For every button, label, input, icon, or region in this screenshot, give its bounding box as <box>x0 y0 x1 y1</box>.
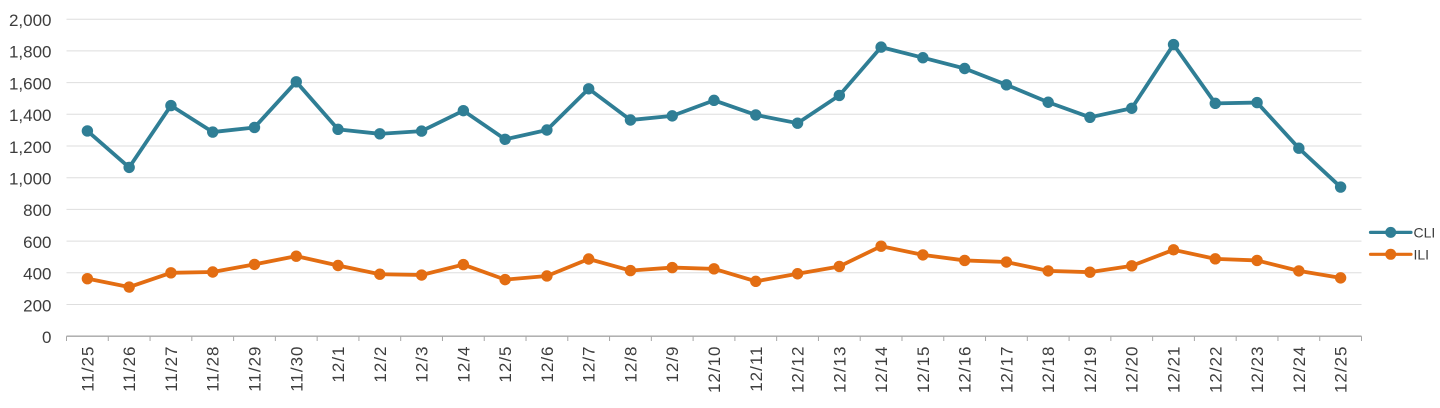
svg-text:11/29: 11/29 <box>245 346 264 392</box>
svg-text:12/23: 12/23 <box>1248 346 1267 394</box>
svg-text:12/4: 12/4 <box>454 346 473 383</box>
svg-text:11/27: 11/27 <box>162 346 181 392</box>
svg-text:12/18: 12/18 <box>1039 346 1058 394</box>
svg-text:12/22: 12/22 <box>1206 346 1225 394</box>
svg-text:1,400: 1,400 <box>9 106 52 125</box>
svg-text:11/26: 11/26 <box>120 346 139 392</box>
svg-text:12/20: 12/20 <box>1123 346 1142 394</box>
svg-text:1,200: 1,200 <box>9 138 52 157</box>
svg-text:11/30: 11/30 <box>287 346 306 392</box>
svg-text:600: 600 <box>23 233 51 252</box>
svg-text:12/10: 12/10 <box>705 346 724 394</box>
svg-text:ILI: ILI <box>1414 247 1430 263</box>
svg-text:12/13: 12/13 <box>830 346 849 394</box>
svg-text:1,800: 1,800 <box>9 43 52 62</box>
svg-text:12/15: 12/15 <box>914 346 933 394</box>
svg-text:12/25: 12/25 <box>1332 346 1351 394</box>
svg-text:12/5: 12/5 <box>496 346 515 383</box>
svg-text:11/28: 11/28 <box>204 346 223 392</box>
svg-text:1,600: 1,600 <box>9 74 52 93</box>
svg-text:12/3: 12/3 <box>413 346 432 383</box>
svg-text:12/12: 12/12 <box>789 346 808 394</box>
svg-text:800: 800 <box>23 201 51 220</box>
svg-text:200: 200 <box>23 296 51 315</box>
svg-text:12/6: 12/6 <box>538 346 557 383</box>
svg-text:12/1: 12/1 <box>329 346 348 383</box>
svg-text:0: 0 <box>42 328 51 347</box>
svg-text:12/11: 12/11 <box>747 346 766 392</box>
svg-text:400: 400 <box>23 265 51 284</box>
svg-text:12/17: 12/17 <box>997 346 1016 394</box>
svg-text:12/24: 12/24 <box>1290 346 1309 394</box>
svg-text:2,000: 2,000 <box>9 11 52 30</box>
svg-text:12/16: 12/16 <box>956 346 975 394</box>
svg-text:11/25: 11/25 <box>78 346 97 392</box>
svg-text:12/8: 12/8 <box>621 346 640 383</box>
svg-text:12/14: 12/14 <box>872 346 891 394</box>
svg-text:12/9: 12/9 <box>663 346 682 383</box>
svg-text:12/21: 12/21 <box>1165 346 1184 394</box>
svg-text:12/2: 12/2 <box>371 346 390 383</box>
svg-text:12/7: 12/7 <box>580 346 599 383</box>
svg-text:CLI: CLI <box>1414 225 1436 241</box>
svg-text:12/19: 12/19 <box>1081 346 1100 394</box>
svg-text:1,000: 1,000 <box>9 170 52 189</box>
